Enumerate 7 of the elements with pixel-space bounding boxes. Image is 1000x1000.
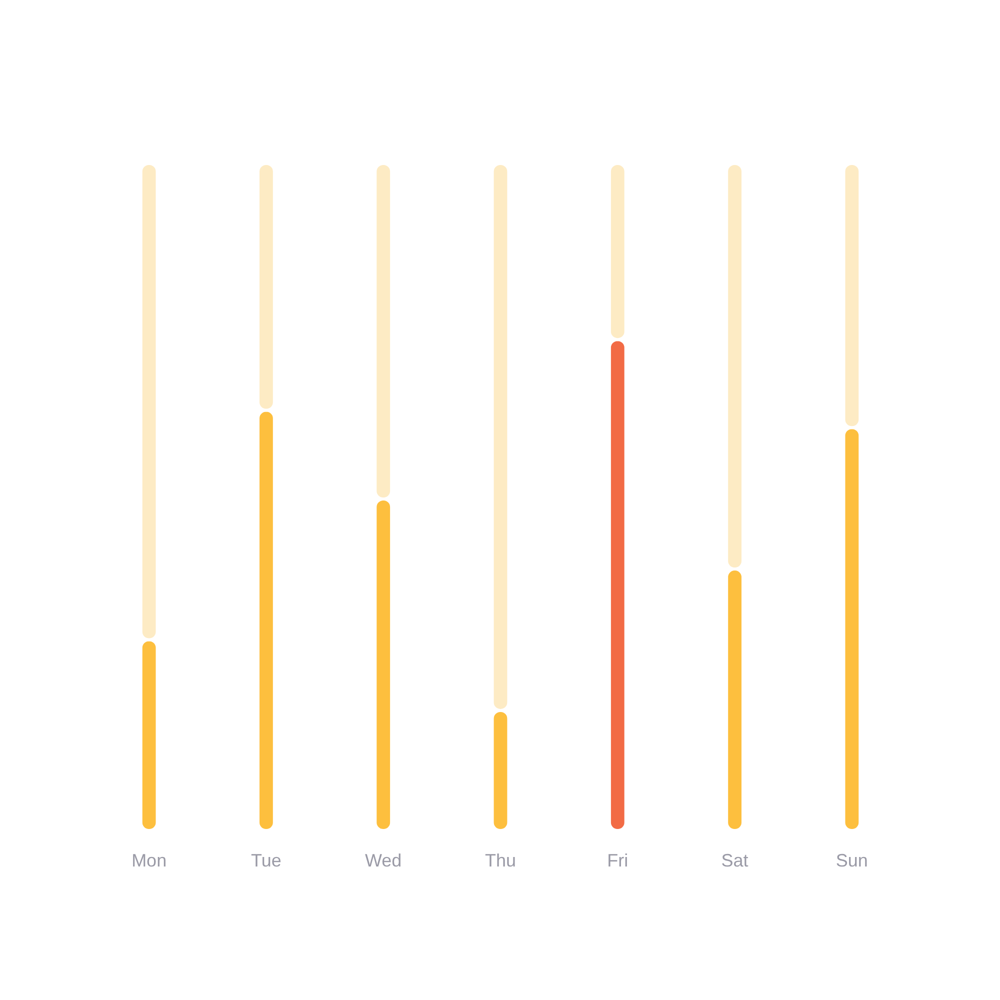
x-tick-label: Mon	[132, 850, 167, 870]
x-tick-label: Wed	[365, 850, 402, 870]
x-tick-label: Thu	[484, 850, 516, 870]
x-tick-label: Sun	[836, 850, 868, 870]
x-tick-label: Fri	[607, 850, 628, 870]
x-tick-label: Sat	[721, 850, 748, 870]
x-tick-label: Tue	[251, 850, 282, 870]
